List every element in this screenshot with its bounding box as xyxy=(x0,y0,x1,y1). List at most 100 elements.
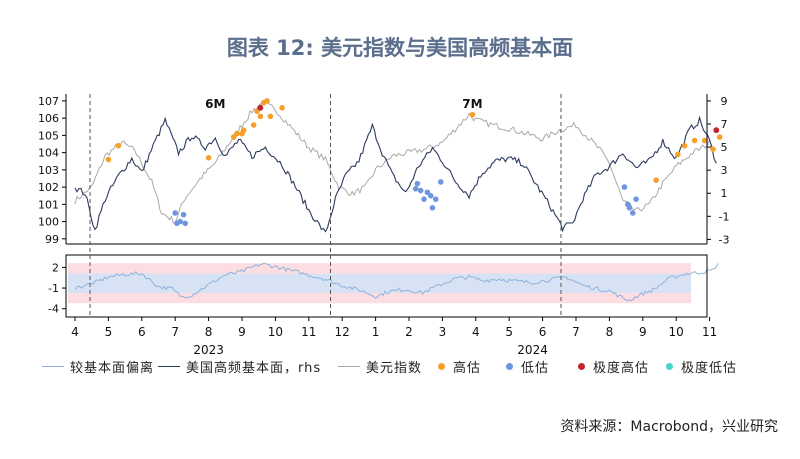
period-annotation: 7M xyxy=(462,97,482,111)
high-point xyxy=(250,122,257,128)
high-point xyxy=(653,177,659,184)
right-tick-label: 7 xyxy=(721,118,728,131)
high-point xyxy=(691,137,698,144)
left-tick-label: 107 xyxy=(38,95,59,108)
month-tick-label: 7 xyxy=(572,325,580,339)
month-tick-label: 10 xyxy=(268,325,283,339)
high-point xyxy=(105,156,112,163)
legend-label: 高估 xyxy=(453,361,482,376)
low-point xyxy=(621,184,628,190)
low-point xyxy=(633,196,639,202)
fundamental-series-line xyxy=(74,115,717,233)
bottom-tick-label: -1 xyxy=(48,282,59,295)
month-tick-label: 5 xyxy=(505,325,513,339)
left-tick-label: 106 xyxy=(38,112,59,125)
month-tick-label: 10 xyxy=(669,325,684,339)
low-point xyxy=(626,204,633,211)
legend-label: 较基本面偏离 xyxy=(70,361,155,376)
source-note: 资料来源：Macrobond，兴业研究 xyxy=(560,419,778,435)
month-tick-label: 4 xyxy=(472,325,480,339)
low-point xyxy=(182,220,189,227)
low-point xyxy=(427,192,434,199)
month-tick-label: 6 xyxy=(539,325,547,339)
left-tick-label: 104 xyxy=(38,147,59,160)
month-tick-label: 7 xyxy=(171,325,179,339)
legend-swatch xyxy=(438,363,445,370)
right-tick-label: 9 xyxy=(721,95,728,108)
right-tick-label: 1 xyxy=(721,187,728,200)
legend-swatch xyxy=(666,363,673,370)
high-point xyxy=(279,104,285,111)
month-tick-label: 11 xyxy=(702,325,717,339)
legend-swatch xyxy=(158,366,180,367)
high-point xyxy=(264,98,270,104)
month-tick-label: 11 xyxy=(301,325,316,339)
month-tick-label: 9 xyxy=(238,325,246,339)
high-point xyxy=(469,111,476,118)
right-tick-label: 5 xyxy=(721,141,728,154)
extreme-high-point xyxy=(713,127,720,134)
high-point xyxy=(716,134,723,140)
low-point xyxy=(437,179,444,185)
high-point xyxy=(115,142,122,149)
right-tick-label: -1 xyxy=(719,210,730,223)
low-point xyxy=(421,196,427,202)
month-tick-label: 9 xyxy=(639,325,647,339)
legend-label: 极度高估 xyxy=(593,361,650,376)
high-point xyxy=(240,127,247,134)
high-point xyxy=(234,130,240,137)
low-point xyxy=(412,186,419,192)
low-point xyxy=(429,204,436,211)
bottom-tick-label: -4 xyxy=(48,303,59,316)
year-label: 2024 xyxy=(517,343,548,357)
chart-legend: 较基本面偏离 美国高频基本面，rhs 美元指数 高估 低估 极度高估 极度低估 xyxy=(42,357,782,379)
legend-label: 低估 xyxy=(521,361,550,376)
left-tick-label: 105 xyxy=(38,129,59,142)
legend-entry: 美元指数 xyxy=(338,357,422,376)
low-point xyxy=(432,196,439,202)
left-tick-label: 100 xyxy=(38,216,59,229)
bottom-tick-label: 2 xyxy=(52,261,59,274)
legend-entry: 较基本面偏离 xyxy=(42,357,154,376)
month-tick-label: 1 xyxy=(372,325,380,339)
legend-entry: 极度高估 xyxy=(578,357,649,376)
low-point xyxy=(172,210,178,216)
left-tick-label: 103 xyxy=(38,164,59,177)
low-point xyxy=(424,189,431,196)
legend-entry: 低估 xyxy=(506,357,549,376)
legend-label: 美元指数 xyxy=(366,361,423,376)
high-point xyxy=(675,151,681,158)
chart-title: 图表 12: 美元指数与美国高频基本面 xyxy=(226,36,574,60)
month-tick-label: 8 xyxy=(606,325,614,339)
low-point xyxy=(177,218,184,225)
right-tick-label: 3 xyxy=(721,164,728,177)
legend-swatch xyxy=(506,363,513,370)
inner-band xyxy=(68,273,691,293)
high-point xyxy=(205,154,212,161)
low-point xyxy=(417,187,424,194)
year-label: 2023 xyxy=(193,343,224,357)
dxy-series-line xyxy=(74,100,717,224)
month-tick-label: 8 xyxy=(205,325,213,339)
month-tick-label: 4 xyxy=(71,325,79,339)
month-tick-label: 2 xyxy=(405,325,413,339)
legend-entry: 美国高频基本面，rhs xyxy=(158,357,321,376)
right-tick-label: -3 xyxy=(719,233,730,246)
bottom-panel-frame xyxy=(65,254,708,318)
left-tick-label: 99 xyxy=(45,233,59,246)
legend-swatch xyxy=(42,366,64,367)
month-tick-label: 5 xyxy=(105,325,113,339)
legend-entry: 高估 xyxy=(438,357,481,376)
legend-label: 美国高频基本面，rhs xyxy=(186,361,322,376)
legend-entry: 极度低估 xyxy=(666,357,737,376)
period-annotation: 6M xyxy=(205,97,225,111)
deviation-series-line xyxy=(74,262,719,302)
high-point xyxy=(710,146,716,152)
high-point xyxy=(257,113,264,120)
legend-swatch xyxy=(578,363,585,370)
extreme-high-point xyxy=(257,104,264,111)
high-point xyxy=(681,142,688,149)
legend-label: 极度低估 xyxy=(681,361,738,376)
left-tick-label: 101 xyxy=(38,198,59,211)
